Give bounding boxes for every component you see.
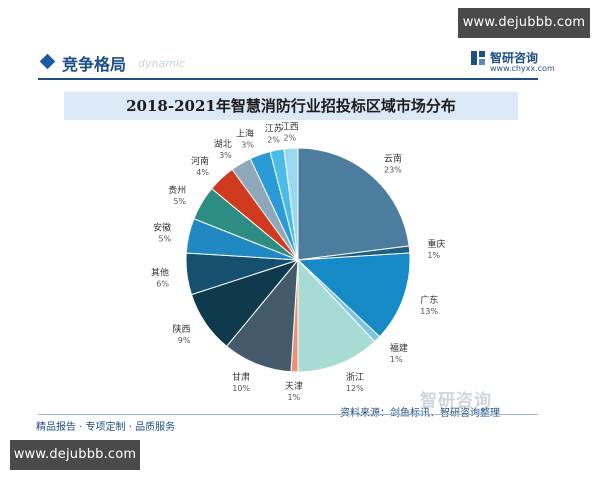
data-source-note: 资料来源：剑鱼标讯、智研咨询整理 <box>340 404 500 419</box>
slice-value-3: 1% <box>390 355 403 364</box>
pie-slice-15 <box>283 147 299 261</box>
slice-value-2: 13% <box>420 307 438 316</box>
section-subtitle: dynamic <box>138 57 186 70</box>
slice-value-0: 23% <box>384 166 402 175</box>
slice-value-11: 4% <box>196 168 209 177</box>
slice-label-7: 陕西 <box>172 323 190 335</box>
slice-label-4: 浙江 <box>346 371 364 383</box>
section-title: 竞争格局 <box>62 55 127 74</box>
section-header: 竞争格局 dynamic 智研咨询 www.chyxx.com <box>38 50 555 76</box>
slice-label-3: 福建 <box>390 342 408 354</box>
slice-label-11: 河南 <box>191 155 209 167</box>
bottom-site-link[interactable]: www.dejubbb.com <box>10 440 140 470</box>
footer-tagline: 精品报告 · 专项定制 · 品质服务 <box>36 422 176 433</box>
slice-label-2: 广东 <box>420 294 438 306</box>
slice-label-13: 上海 <box>236 128 254 140</box>
slice-value-13: 3% <box>241 141 254 150</box>
slice-label-5: 天津 <box>285 381 303 392</box>
slice-label-8: 其他 <box>151 266 169 278</box>
slice-value-14: 2% <box>267 135 280 144</box>
slice-value-10: 5% <box>173 197 186 206</box>
slice-label-0: 云南 <box>384 153 402 165</box>
brand-name: 智研咨询 <box>490 51 539 65</box>
slice-value-1: 1% <box>427 251 440 260</box>
slice-label-10: 贵州 <box>168 184 186 196</box>
slice-value-9: 5% <box>158 235 171 244</box>
slice-label-1: 重庆 <box>427 238 445 250</box>
pie-slice-0 <box>297 147 410 261</box>
slice-value-6: 10% <box>232 384 250 393</box>
slice-label-15: 江西 <box>281 121 299 132</box>
slice-label-6: 甘肃 <box>232 371 250 383</box>
watermark: 智研咨询 <box>420 391 492 411</box>
top-site-link[interactable]: www.dejubbb.com <box>458 8 590 38</box>
chart-title: 2018-2021年智慧消防行业招投标区域市场分布 <box>64 92 518 120</box>
slice-value-5: 1% <box>288 393 301 402</box>
slice-value-8: 6% <box>156 279 169 288</box>
slice-label-9: 安徽 <box>153 222 171 234</box>
pie-slice-2 <box>296 252 411 338</box>
slice-value-4: 12% <box>346 384 364 393</box>
pie-slice-4 <box>297 258 376 373</box>
slice-label-14: 江苏 <box>265 122 283 134</box>
slice-label-12: 湖北 <box>214 139 232 150</box>
brand-logo-icon <box>471 51 485 65</box>
slice-value-7: 9% <box>178 336 191 345</box>
slice-value-15: 2% <box>283 133 296 142</box>
header-divider <box>38 78 538 80</box>
footer-divider <box>38 414 538 415</box>
brand-site: www.chyxx.com <box>490 64 555 73</box>
slice-value-12: 3% <box>219 151 232 160</box>
